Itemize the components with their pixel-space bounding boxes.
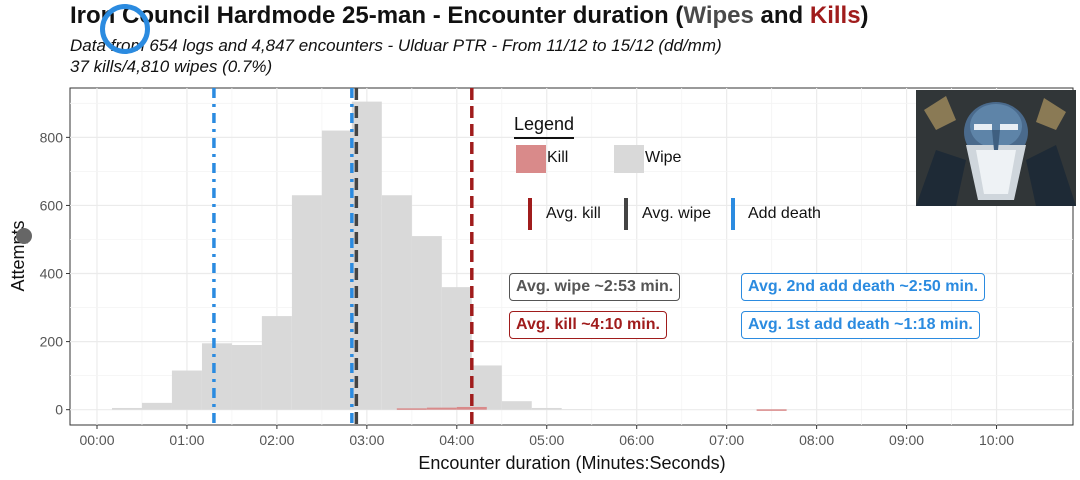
- title-wipes: Wipes: [683, 2, 754, 29]
- wipe-bar: [291, 195, 322, 410]
- add1-death-annotation: Avg. 1st add death ~1:18 min.: [741, 311, 980, 339]
- y-tick-label: 0: [55, 402, 63, 418]
- wipe-bar: [201, 343, 232, 410]
- wipe-bar: [321, 130, 352, 410]
- x-tick-label: 04:00: [439, 432, 474, 448]
- chart-title: Iron Council Hardmode 25-man - Encounter…: [70, 2, 869, 30]
- legend-title: Legend: [514, 114, 575, 139]
- x-tick-label: 01:00: [169, 432, 204, 448]
- wipe-bar: [381, 195, 412, 410]
- legend-avg-wipe-key: [624, 198, 628, 230]
- legend-wipe-swatch: [614, 145, 644, 173]
- y-tick-label: 200: [40, 334, 64, 350]
- avg-kill-annotation: Avg. kill ~4:10 min.: [509, 311, 667, 339]
- x-tick-label: 08:00: [799, 432, 834, 448]
- x-tick-label: 07:00: [709, 432, 744, 448]
- x-tick-label: 10:00: [979, 432, 1014, 448]
- kill-bar: [756, 409, 787, 411]
- x-tick-label: 05:00: [529, 432, 564, 448]
- legend-avg-kill-label: Avg. kill: [546, 205, 601, 222]
- x-tick-label: 02:00: [259, 432, 294, 448]
- legend-wipe-label: Wipe: [645, 149, 682, 166]
- wipe-bar: [141, 402, 172, 410]
- wipe-bar: [471, 365, 502, 410]
- wipe-bar: [531, 407, 562, 410]
- title-kills: Kills: [809, 2, 861, 29]
- dwarf-portrait-icon: [916, 90, 1076, 206]
- wipe-bar: [441, 287, 472, 410]
- wipe-bar: [501, 401, 532, 410]
- x-axis-title: Encounter duration (Minutes:Seconds): [418, 453, 725, 473]
- y-tick-label: 600: [40, 197, 64, 213]
- add2-death-annotation: Avg. 2nd add death ~2:50 min.: [741, 273, 986, 301]
- wipe-bar: [261, 316, 292, 410]
- x-tick-label: 00:00: [79, 432, 114, 448]
- chart-subtitle-stats: 37 kills/4,810 wipes (0.7%): [70, 57, 273, 76]
- title-suffix: ): [860, 2, 869, 29]
- chart-subtitle: Data from 654 logs and 4,847 encounters …: [70, 36, 722, 55]
- legend-kill-swatch: [516, 145, 546, 173]
- wipe-bar: [171, 370, 202, 410]
- kill-bar: [426, 407, 457, 410]
- legend-avg-kill-key: [528, 198, 532, 230]
- vlines-layer: [212, 88, 474, 425]
- x-tick-label: 06:00: [619, 432, 654, 448]
- y-tick-label: 400: [40, 266, 64, 282]
- kill-bar: [456, 406, 487, 410]
- x-axis: 00:00 01:00 02:00 03:00 04:00 05:00 06:00 07:00…: [79, 425, 1014, 448]
- legend-add-death-label: Add death: [748, 205, 821, 222]
- legend-kill-label: Kill: [547, 149, 569, 166]
- kill-bar: [396, 408, 427, 410]
- cursor-ring-icon: [100, 4, 150, 54]
- title-prefix: Iron Council Hardmode 25-man - Encounter…: [70, 2, 684, 29]
- y-tick-label: 800: [40, 129, 64, 145]
- cursor-dot-icon: [16, 228, 32, 244]
- legend-avg-wipe-label: Avg. wipe: [642, 205, 712, 222]
- wipe-bar: [411, 236, 442, 410]
- x-tick-label: 03:00: [349, 432, 384, 448]
- avg-wipe-annotation: Avg. wipe ~2:53 min.: [509, 273, 681, 301]
- wipe-bar: [231, 345, 262, 410]
- y-axis: 0 200 400 600 800: [40, 129, 70, 418]
- wipe-bar: [112, 407, 142, 410]
- x-tick-label: 09:00: [889, 432, 924, 448]
- title-and: and: [753, 2, 810, 29]
- legend-add-death-key: [731, 198, 735, 230]
